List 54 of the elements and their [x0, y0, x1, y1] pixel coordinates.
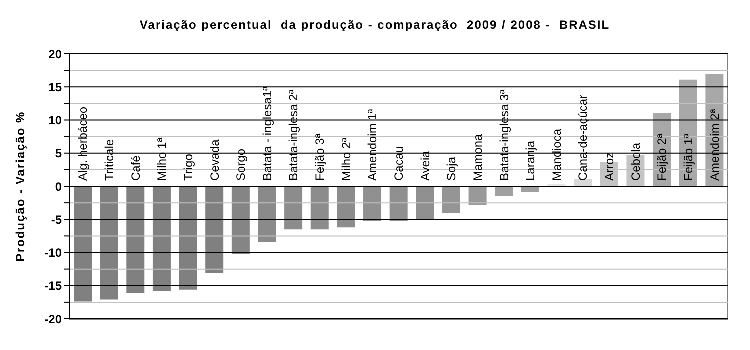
x-tick-label: Arroz	[602, 152, 617, 181]
x-tick-label: Cacau	[392, 146, 406, 181]
x-tick-label: Batata-inglesa 3ª	[497, 89, 512, 181]
y-tick-label: -15	[44, 279, 62, 294]
x-tick-label: Batata - inglesa1ª	[260, 86, 274, 181]
y-axis-title: Produção - Variação %	[13, 111, 28, 262]
bar	[495, 186, 514, 196]
x-tick-label: Trigo	[181, 154, 196, 181]
x-tick-label: Soja	[444, 156, 459, 181]
x-tick-label: Cana-de-açúcar	[576, 94, 590, 181]
x-tick-label: Triticale	[102, 139, 116, 181]
x-tick-label: Batata-inglesa 2ª	[286, 89, 301, 181]
y-tick-label: 20	[48, 47, 62, 62]
bar	[206, 186, 224, 274]
y-tick-label: -5	[51, 212, 62, 227]
x-tick-label: Milho 2ª	[339, 137, 354, 181]
x-tick-label: Milho 1ª	[155, 137, 170, 181]
y-tick-label: 5	[55, 146, 62, 161]
bar	[337, 186, 356, 228]
y-tick-label: 15	[48, 80, 62, 94]
bar	[74, 186, 92, 302]
x-tick-label: Alg. herbáceo	[76, 106, 90, 181]
x-tick-label: Aveia	[418, 150, 432, 181]
y-tick-label: 10	[48, 114, 62, 128]
x-tick-label: Mamona	[470, 134, 485, 181]
x-tick-label: Feijão 1ª	[682, 133, 696, 181]
x-tick-label: Cevada	[208, 139, 222, 181]
x-tick-label: Feijão 2ª	[655, 133, 670, 181]
x-tick-label: Laranja	[524, 140, 538, 181]
bar	[258, 186, 276, 242]
x-tick-label: Café	[128, 155, 143, 181]
y-tick-label: -20	[44, 312, 62, 326]
bar	[179, 186, 198, 290]
bar	[416, 186, 434, 220]
y-tick-label: -10	[44, 246, 62, 260]
x-tick-label: Sorgo	[234, 148, 248, 181]
bar	[468, 186, 487, 206]
bar	[126, 186, 145, 294]
bar	[442, 186, 460, 213]
bar	[284, 186, 303, 230]
bar	[390, 186, 408, 221]
x-tick-label: Mandioca	[550, 128, 564, 181]
bar	[232, 186, 250, 254]
x-tick-label: Cebola	[628, 142, 643, 181]
bar	[100, 186, 118, 300]
y-tick-label: 0	[55, 180, 62, 194]
x-tick-label: Amendoim 1ª	[366, 108, 380, 181]
bar	[310, 186, 329, 230]
bar	[152, 186, 171, 292]
x-tick-label: Feijão 3ª	[313, 133, 328, 181]
chart-title: Variação percentual da produção - comparação 2009 / 2008 - BRASIL	[138, 18, 612, 32]
x-tick-label: Amendoim 2ª	[708, 108, 722, 181]
bar	[364, 186, 382, 221]
bar	[521, 186, 540, 192]
